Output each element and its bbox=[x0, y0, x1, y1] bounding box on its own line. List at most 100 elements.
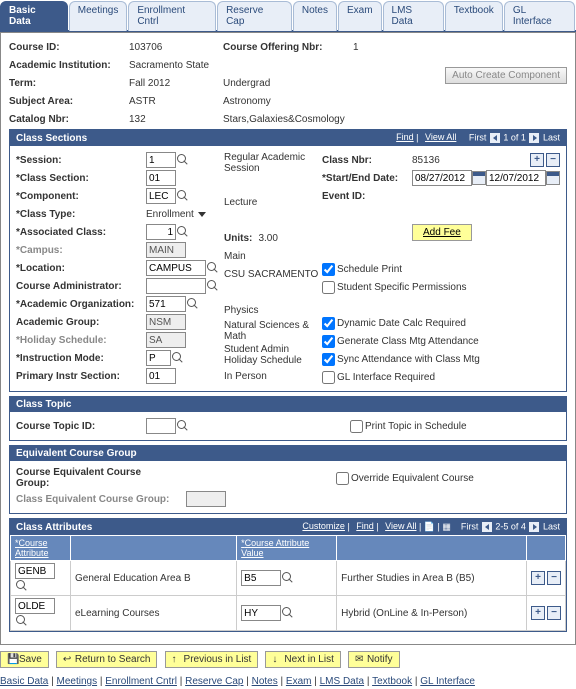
location-input[interactable] bbox=[146, 260, 206, 276]
units-value: 3.00 bbox=[258, 233, 277, 244]
footer-link-textbook[interactable]: Textbook bbox=[372, 676, 412, 687]
footer-link-lms[interactable]: LMS Data bbox=[320, 676, 364, 687]
attrval-input[interactable] bbox=[241, 570, 281, 586]
footer-link-reserve[interactable]: Reserve Cap bbox=[185, 676, 243, 687]
footer-link-basic[interactable]: Basic Data bbox=[0, 676, 48, 687]
return-button[interactable]: ↩Return to Search bbox=[56, 651, 158, 668]
viewall-link[interactable]: View All bbox=[425, 132, 456, 142]
print-topic-label: Print Topic in Schedule bbox=[365, 421, 467, 432]
row-add-button[interactable]: + bbox=[531, 606, 545, 620]
tab-textbook[interactable]: Textbook bbox=[445, 1, 503, 31]
genmtg-checkbox[interactable] bbox=[322, 335, 335, 348]
primary-input[interactable] bbox=[146, 368, 176, 384]
notify-button[interactable]: ✉Notify bbox=[348, 651, 400, 668]
startdate-input[interactable] bbox=[412, 170, 472, 186]
prev-button[interactable]: ↑Previous in List bbox=[165, 651, 259, 668]
term-value: Fall 2012 bbox=[129, 78, 170, 89]
attrval-desc: Further Studies in Area B (B5) bbox=[341, 573, 474, 584]
lookup-icon[interactable] bbox=[176, 225, 190, 239]
auto-create-button[interactable]: Auto Create Component bbox=[445, 67, 567, 84]
prev-arrow-icon[interactable] bbox=[489, 132, 501, 144]
lookup-icon[interactable] bbox=[186, 297, 200, 311]
course-id-label: Course ID: bbox=[9, 42, 129, 53]
attr-input[interactable] bbox=[15, 563, 55, 579]
attrs-last-label: Last bbox=[543, 521, 560, 531]
tab-lms[interactable]: LMS Data bbox=[383, 1, 444, 31]
attr-desc: eLearning Courses bbox=[75, 608, 160, 619]
calendar-icon[interactable] bbox=[546, 171, 560, 185]
classsec-input[interactable] bbox=[146, 170, 176, 186]
attr-input[interactable] bbox=[15, 598, 55, 614]
save-button[interactable]: 💾Save bbox=[0, 651, 49, 668]
admin-input[interactable] bbox=[146, 278, 206, 294]
add-row-button[interactable]: + bbox=[530, 153, 544, 167]
lookup-icon[interactable] bbox=[176, 419, 190, 433]
session-input[interactable] bbox=[146, 152, 176, 168]
row-add-button[interactable]: + bbox=[531, 571, 545, 585]
footer-link-exam[interactable]: Exam bbox=[286, 676, 312, 687]
next-button[interactable]: ↓Next in List bbox=[265, 651, 340, 668]
footer-link-meetings[interactable]: Meetings bbox=[57, 676, 98, 687]
dropdown-icon[interactable] bbox=[198, 212, 206, 217]
tab-gl[interactable]: GL Interface bbox=[504, 1, 575, 31]
attrs-title: Class Attributes bbox=[16, 522, 92, 533]
dyn-checkbox[interactable] bbox=[322, 317, 335, 330]
lookup-icon[interactable] bbox=[206, 279, 220, 293]
offering-label: Course Offering Nbr: bbox=[223, 42, 353, 53]
lookup-icon[interactable] bbox=[176, 189, 190, 203]
lookup-icon[interactable] bbox=[171, 351, 185, 365]
acadorg-input[interactable] bbox=[146, 296, 186, 312]
find-link[interactable]: Find bbox=[396, 132, 414, 142]
calendar-icon[interactable] bbox=[472, 171, 486, 185]
customize-link[interactable]: Customize bbox=[302, 521, 345, 531]
sync-checkbox[interactable] bbox=[322, 353, 335, 366]
col-attr-header[interactable]: Course Attribute bbox=[15, 538, 49, 558]
row-del-button[interactable]: − bbox=[547, 571, 561, 585]
lookup-icon[interactable] bbox=[206, 261, 220, 275]
attrs-prev-icon[interactable] bbox=[481, 521, 493, 533]
remove-row-button[interactable]: − bbox=[546, 153, 560, 167]
lookup-icon[interactable] bbox=[15, 614, 29, 628]
instrmode-input[interactable] bbox=[146, 350, 171, 366]
tab-basic-data[interactable]: Basic Data bbox=[0, 1, 68, 31]
footer-link-enroll[interactable]: Enrollment Cntrl bbox=[105, 676, 177, 687]
enddate-input[interactable] bbox=[486, 170, 546, 186]
print-topic-checkbox[interactable] bbox=[350, 420, 363, 433]
footer-link-notes[interactable]: Notes bbox=[252, 676, 278, 687]
location-label: Location: bbox=[16, 263, 146, 274]
row-del-button[interactable]: − bbox=[547, 606, 561, 620]
holiday-input bbox=[146, 332, 186, 348]
footer-link-gl[interactable]: GL Interface bbox=[420, 676, 475, 687]
tab-meetings[interactable]: Meetings bbox=[69, 1, 128, 31]
lookup-icon[interactable] bbox=[176, 153, 190, 167]
attrs-next-icon[interactable] bbox=[528, 521, 540, 533]
assoc-input[interactable] bbox=[146, 224, 176, 240]
topic-id-input[interactable] bbox=[146, 418, 176, 434]
sched-print-checkbox[interactable] bbox=[322, 263, 335, 276]
acadgrp-label: Academic Group: bbox=[16, 317, 146, 328]
addfee-button[interactable]: Add Fee bbox=[412, 224, 472, 241]
attrs-find-link[interactable]: Find bbox=[356, 521, 374, 531]
lookup-icon[interactable] bbox=[15, 579, 29, 593]
tab-exam[interactable]: Exam bbox=[338, 1, 382, 31]
component-input[interactable] bbox=[146, 188, 176, 204]
instrmode-label: Instruction Mode: bbox=[16, 353, 146, 364]
col-val-header[interactable]: Course Attribute Value bbox=[241, 538, 309, 558]
units-label: Units: bbox=[224, 233, 252, 244]
attrs-viewall-link[interactable]: View All bbox=[385, 521, 416, 531]
lookup-icon[interactable] bbox=[281, 606, 295, 620]
tab-enrollment[interactable]: Enrollment Cntrl bbox=[128, 1, 216, 31]
genmtg-label: Generate Class Mtg Attendance bbox=[337, 336, 479, 347]
perm-checkbox[interactable] bbox=[322, 281, 335, 294]
tab-notes[interactable]: Notes bbox=[293, 1, 337, 31]
assoc-label: Associated Class: bbox=[16, 227, 146, 238]
lookup-icon[interactable] bbox=[281, 571, 295, 585]
admin-label: Course Administrator: bbox=[16, 281, 146, 292]
startend-label: Start/End Date: bbox=[322, 173, 412, 184]
next-arrow-icon[interactable] bbox=[528, 132, 540, 144]
first-label: First bbox=[469, 132, 487, 142]
tab-reserve[interactable]: Reserve Cap bbox=[217, 1, 292, 31]
override-checkbox[interactable] bbox=[336, 472, 349, 485]
glreq-checkbox[interactable] bbox=[322, 371, 335, 384]
attrval-input[interactable] bbox=[241, 605, 281, 621]
